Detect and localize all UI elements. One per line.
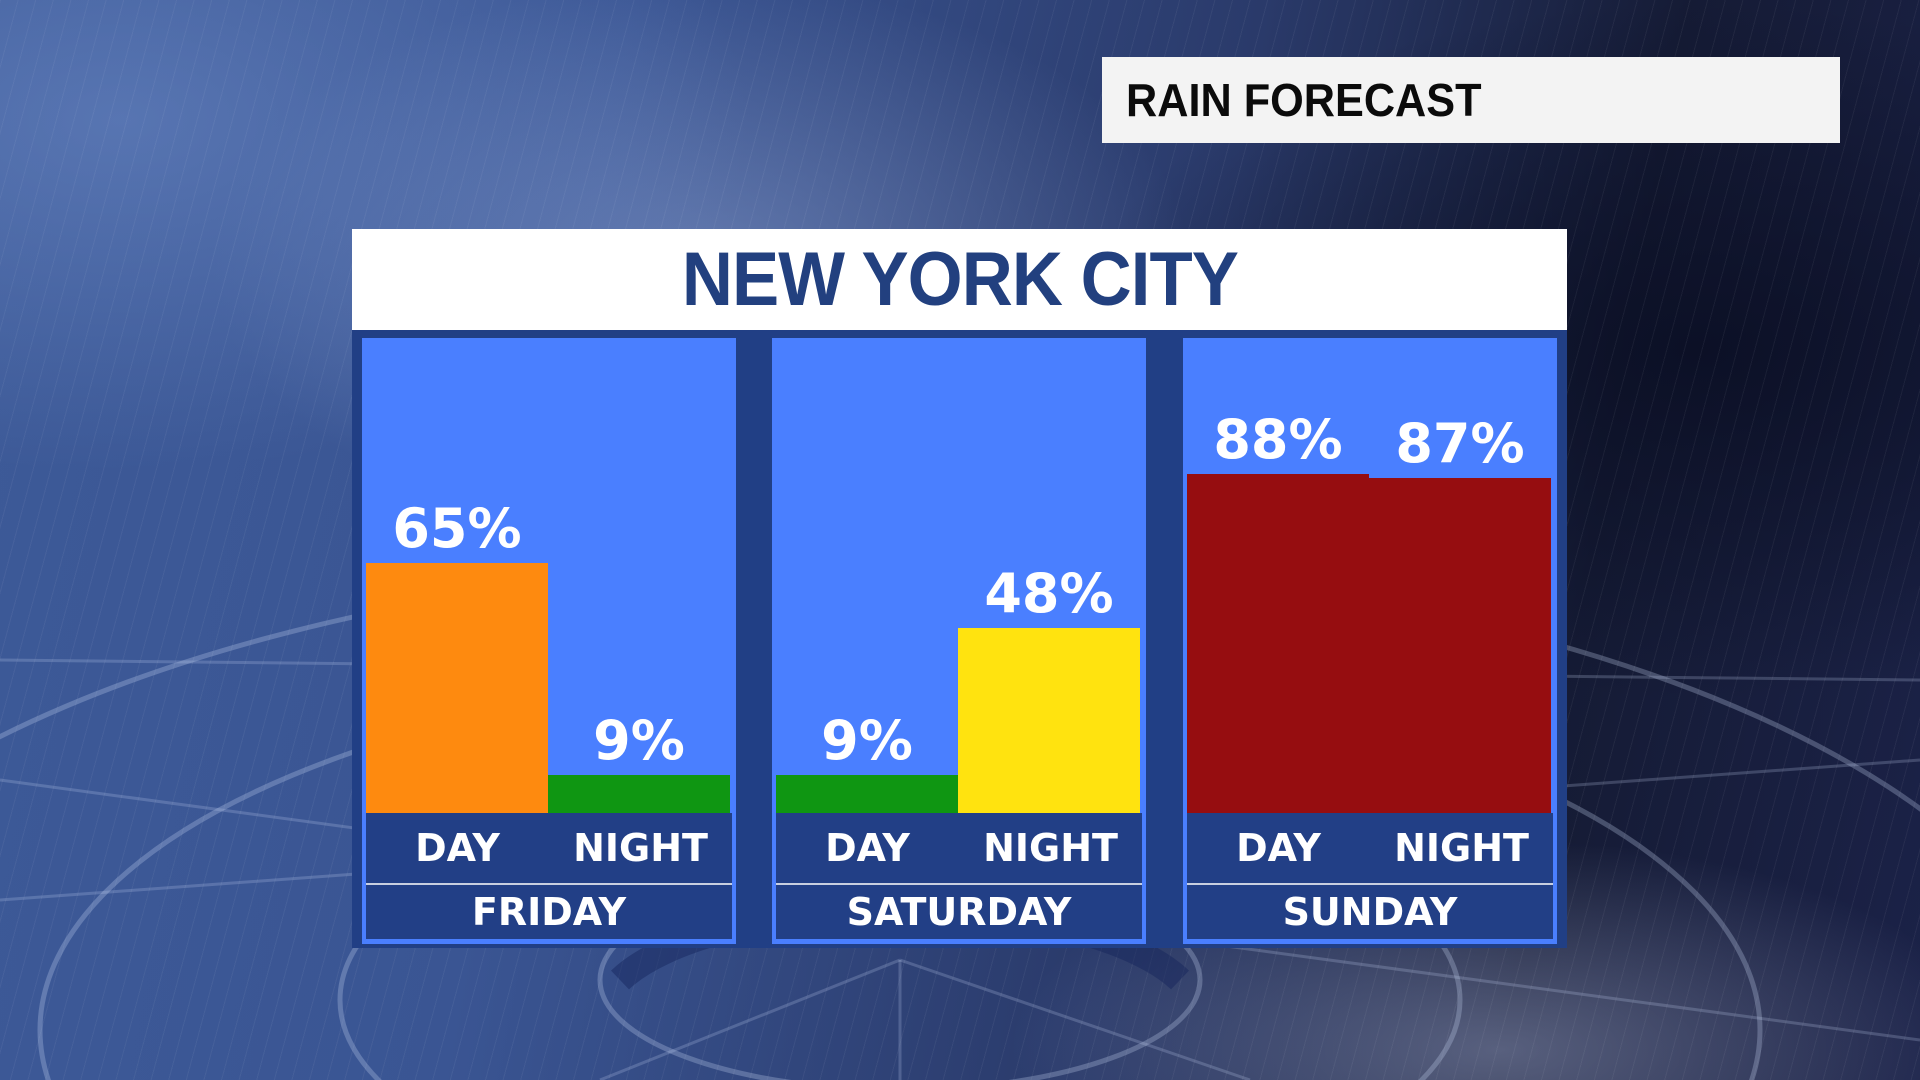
- value-label-sunday-day: 88%: [1213, 408, 1343, 471]
- label-band-sunday: DAY NIGHT SUNDAY: [1187, 813, 1553, 939]
- bar-saturday-day: [776, 775, 958, 813]
- plot-area-friday: 65% 9%: [364, 338, 734, 813]
- period-label-night: NIGHT: [983, 826, 1118, 870]
- period-label-day: DAY: [1236, 826, 1321, 870]
- label-divider: [1187, 883, 1553, 885]
- bar-sunday-day: [1187, 474, 1369, 813]
- city-header: NEW YORK CITY: [352, 229, 1567, 330]
- value-label-saturday-night: 48%: [984, 562, 1114, 625]
- label-band-friday: DAY NIGHT FRIDAY: [366, 813, 732, 939]
- value-label-friday-night: 9%: [593, 709, 685, 772]
- forecast-chart-frame: 65% 9% DAY NIGHT FRIDAY 9% 48% DAY NIGHT: [352, 330, 1567, 948]
- day-panel-sunday: 88% 87% DAY NIGHT SUNDAY: [1183, 338, 1557, 944]
- bar-friday-day: [366, 563, 548, 813]
- rain-forecast-title-box: RAIN FORECAST: [1102, 57, 1840, 143]
- period-label-night: NIGHT: [573, 826, 708, 870]
- label-band-saturday: DAY NIGHT SATURDAY: [776, 813, 1142, 939]
- day-panel-friday: 65% 9% DAY NIGHT FRIDAY: [362, 338, 736, 944]
- period-label-day: DAY: [825, 826, 910, 870]
- bar-saturday-night: [958, 628, 1140, 813]
- label-divider: [776, 883, 1142, 885]
- rain-forecast-title: RAIN FORECAST: [1126, 74, 1482, 126]
- day-panel-saturday: 9% 48% DAY NIGHT SATURDAY: [772, 338, 1146, 944]
- bar-sunday-night: [1369, 478, 1551, 813]
- bar-friday-night: [548, 775, 730, 813]
- day-name-sunday: SUNDAY: [1282, 890, 1458, 934]
- plot-area-saturday: 9% 48%: [774, 338, 1144, 813]
- value-label-saturday-day: 9%: [821, 709, 913, 772]
- label-divider: [366, 883, 732, 885]
- period-label-day: DAY: [415, 826, 500, 870]
- day-name-friday: FRIDAY: [471, 890, 627, 934]
- value-label-sunday-night: 87%: [1395, 412, 1525, 475]
- period-label-night: NIGHT: [1394, 826, 1529, 870]
- value-label-friday-day: 65%: [392, 497, 522, 560]
- day-name-saturday: SATURDAY: [846, 890, 1072, 934]
- city-name: NEW YORK CITY: [681, 237, 1238, 322]
- plot-area-sunday: 88% 87%: [1185, 338, 1555, 813]
